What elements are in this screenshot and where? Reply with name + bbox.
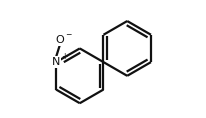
Text: +: + <box>60 52 67 61</box>
Text: N: N <box>52 57 60 67</box>
Text: −: − <box>64 30 71 39</box>
Text: O: O <box>55 35 64 45</box>
